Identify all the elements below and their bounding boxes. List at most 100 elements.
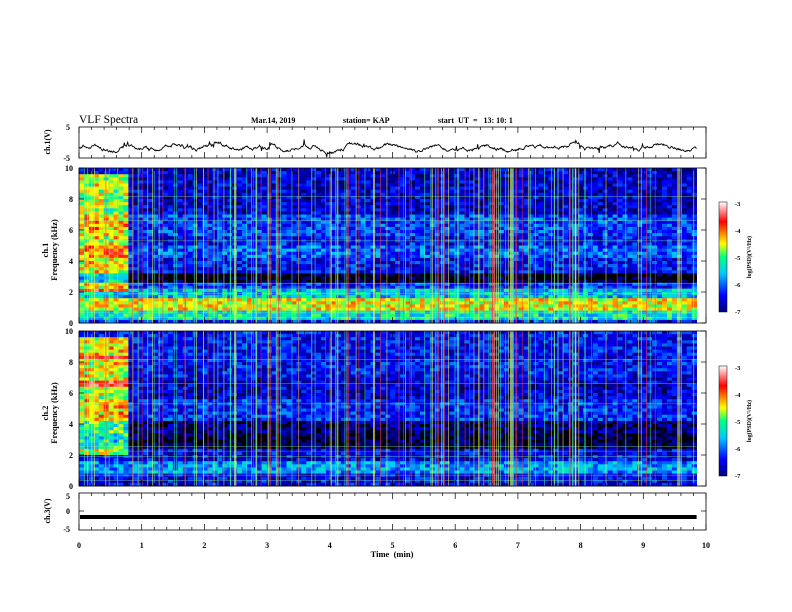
spectrogram-cell: [489, 295, 495, 299]
spectrogram-cell: [167, 180, 174, 184]
spectrogram-cell: [138, 211, 144, 215]
spectrogram-cell: [553, 273, 559, 277]
spectrogram-cell: [375, 276, 381, 280]
spectrogram-cell: [405, 257, 411, 262]
spectrogram-cell: [311, 254, 317, 259]
spectrogram-cell: [242, 214, 248, 218]
spectrogram-cell: [167, 202, 174, 206]
spectrogram-cell: [464, 180, 470, 184]
spectrogram-cell: [484, 295, 490, 299]
spectrogram-cell: [400, 217, 406, 222]
spectrogram-cell: [128, 174, 134, 178]
spectrogram-cell: [246, 168, 253, 172]
spectrogram-cell: [237, 264, 243, 268]
spectrogram-cell: [326, 186, 332, 191]
spectrogram-cell: [419, 267, 426, 271]
spectrogram-cell: [350, 177, 357, 181]
spectrogram-cell: [330, 307, 337, 311]
spectrogram-cell: [138, 295, 144, 299]
spectrogram-cell: [128, 183, 134, 187]
spectrogram-cell: [548, 205, 554, 209]
spectrogram-cell: [266, 230, 273, 234]
spectrogram-cell: [459, 177, 465, 181]
spectrogram-cell: [400, 195, 406, 200]
spectrogram-cell: [207, 220, 213, 225]
spectrogram-cell: [153, 264, 159, 268]
spectrogram-cell: [464, 208, 470, 212]
spectrogram-cell: [424, 267, 431, 271]
spectrogram-cell: [444, 288, 450, 293]
spectrogram-cell: [118, 211, 124, 215]
spectrogram-cell: [410, 251, 416, 256]
spectrogram-cell: [553, 183, 559, 187]
spectrogram-cell: [479, 295, 485, 299]
spectrogram-cell: [108, 168, 114, 172]
spectrogram-cell: [365, 313, 371, 318]
spectrogram-cell: [128, 236, 134, 240]
spectrogram-cell: [187, 261, 194, 265]
spectrogram-cell: [375, 174, 381, 178]
spectrogram-cell: [197, 223, 203, 228]
spectrogram-cell: [306, 220, 312, 225]
spectrogram-cell: [523, 236, 530, 240]
spectrogram-cell: [365, 316, 371, 321]
spectrogram-cell: [271, 251, 278, 256]
spectrogram-cell: [93, 217, 100, 222]
spectrogram-cell: [256, 279, 263, 284]
spectrogram-cell: [143, 257, 149, 262]
spectrogram-cell: [385, 223, 391, 228]
spectrogram-cell: [360, 211, 366, 215]
spectrogram-cell: [543, 285, 549, 290]
spectrogram-cell: [469, 301, 475, 305]
spectrogram-cell: [503, 171, 510, 175]
spectrogram-cell: [83, 248, 90, 253]
spectrogram-cell: [242, 285, 248, 290]
spectrogram-cell: [419, 261, 426, 265]
spectrogram-cell: [395, 230, 401, 234]
spectrogram-cell: [335, 226, 342, 231]
spectrogram-cell: [410, 174, 416, 178]
spectrogram-cell: [246, 208, 253, 212]
spectrogram-cell: [306, 248, 312, 253]
spectrogram-cell: [464, 186, 470, 191]
spectrogram-cell: [222, 282, 228, 287]
spectrogram-cell: [103, 288, 110, 293]
spectrogram-cell: [192, 276, 198, 280]
spectrogram-cell: [143, 192, 149, 197]
spectrogram-cell: [400, 168, 406, 172]
spectrogram-cell: [197, 180, 203, 184]
spectrogram-cell: [153, 304, 159, 308]
spectrogram-cell: [311, 248, 317, 253]
spectrogram-cell: [518, 316, 525, 321]
spectrogram-cell: [177, 195, 184, 200]
spectrogram-cell: [113, 273, 119, 277]
spectrogram-cell: [256, 174, 263, 178]
spectrogram-cell: [533, 214, 539, 218]
spectrogram-cell: [217, 276, 223, 280]
spectrogram-cell: [533, 257, 539, 262]
spectrogram-cell: [148, 261, 154, 265]
spectrogram-cell: [444, 276, 450, 280]
spectrogram-cell: [217, 186, 223, 191]
spectrogram-cell: [385, 307, 391, 311]
spectrogram-cell: [400, 304, 406, 308]
spectrogram-cell: [459, 211, 465, 215]
spectrogram-cell: [380, 242, 386, 246]
spectrogram-cell: [276, 220, 282, 225]
spectrogram-cell: [98, 233, 105, 237]
spectrogram-cell: [301, 285, 307, 290]
spectrogram-cell: [558, 257, 564, 262]
spectrogram-cell: [172, 226, 179, 231]
spectrogram-cell: [123, 298, 129, 302]
spectrogram-cell: [237, 192, 243, 197]
spectrogram-cell: [518, 199, 525, 203]
spectrogram-cell: [118, 223, 124, 228]
spectrogram-cell: [335, 220, 342, 225]
spectrogram-cell: [158, 319, 164, 324]
spectrogram-cell: [177, 316, 184, 321]
spectrogram-cell: [533, 205, 539, 209]
spectrogram-cell: [326, 171, 332, 175]
spectrogram-cell: [162, 319, 169, 324]
spectrogram-cell: [118, 304, 124, 308]
spectrogram-cell: [405, 313, 411, 318]
